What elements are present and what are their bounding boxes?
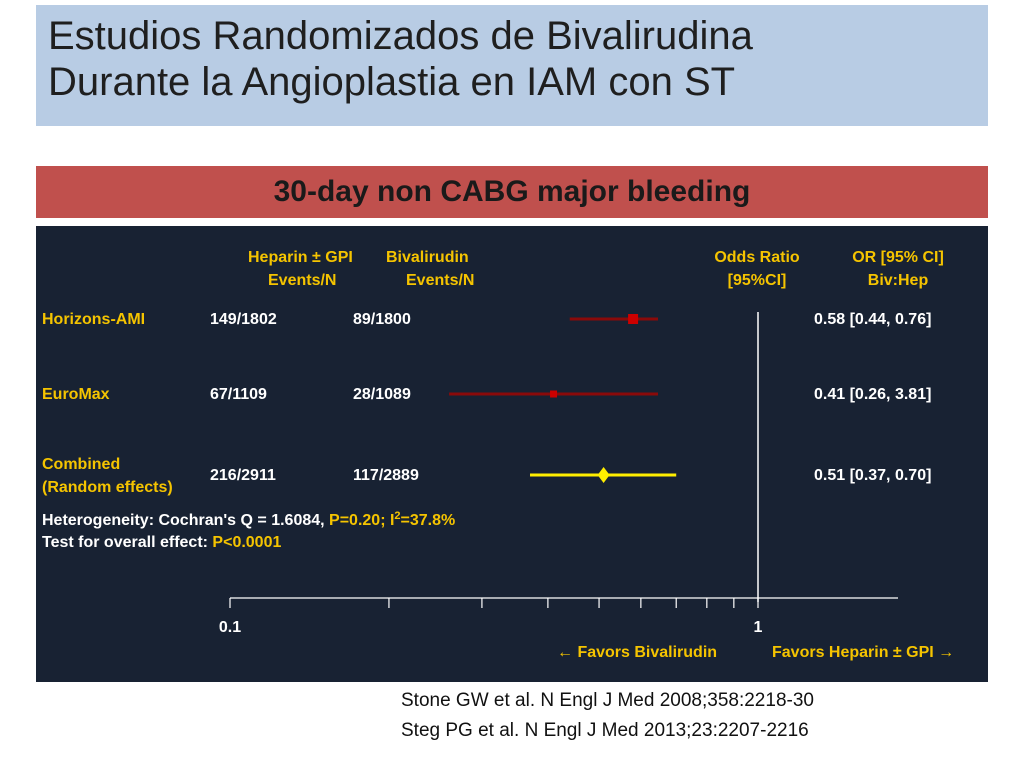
- heparin-events-2: 67/1109: [210, 386, 267, 403]
- header-heparin-line-1: Heparin ± GPI: [248, 249, 353, 266]
- point-estimate-1: [628, 314, 639, 324]
- heparin-events-3: 216/2911: [210, 467, 276, 484]
- header-odds-ratio-line-1: Odds Ratio: [714, 249, 800, 266]
- heterogeneity-text: Heterogeneity: Cochran's Q = 1.6084, P=0…: [42, 510, 455, 529]
- point-estimate-2: [550, 390, 558, 398]
- header-heparin-line-2: Events/N: [268, 272, 336, 289]
- favors-left-label: ← Favors Bivalirudin: [557, 644, 717, 661]
- x-tick-label-2: 1: [754, 619, 763, 636]
- combined-diamond: [597, 467, 610, 483]
- or-ci-text-1: 0.58 [0.44, 0.76]: [814, 311, 931, 328]
- study-name-3-line-1: Combined: [42, 456, 120, 473]
- study-name-3-line-2: (Random effects): [42, 479, 173, 496]
- overall-effect-text: Test for overall effect: P<0.0001: [42, 534, 281, 551]
- header-or-ci-line-2: Biv:Hep: [868, 272, 929, 289]
- study-name-1-line-1: Horizons-AMI: [42, 311, 145, 328]
- forest-plot: Heparin ± GPI Events/N Bivalirudin Events/N…: [42, 249, 954, 661]
- slide-title-line-2: Durante la Angioplastia en IAM con ST: [48, 60, 736, 104]
- reference-1: Stone GW et al. N Engl J Med 2008;358:22…: [401, 690, 814, 711]
- bivalirudin-events-3: 117/2889: [353, 467, 419, 484]
- or-ci-text-2: 0.41 [0.26, 3.81]: [814, 386, 931, 403]
- favors-right-label: Favors Heparin ± GPI →: [772, 644, 954, 661]
- or-ci-text-3: 0.51 [0.37, 0.70]: [814, 467, 931, 484]
- slide-title-line-1: Estudios Randomizados de Bivalirudina: [48, 14, 753, 58]
- study-name-2-line-1: EuroMax: [42, 386, 110, 403]
- reference-2: Steg PG et al. N Engl J Med 2013;23:2207…: [401, 720, 809, 741]
- header-bivalirudin-line-1: Bivalirudin: [386, 249, 469, 266]
- bivalirudin-events-2: 28/1089: [353, 386, 411, 403]
- chart-subtitle: 30-day non CABG major bleeding: [273, 175, 751, 208]
- x-tick-label-1: 0.1: [219, 619, 241, 636]
- forest-plot-panel: Heparin ± GPI Events/N Bivalirudin Events/N…: [36, 226, 988, 682]
- bivalirudin-events-1: 89/1800: [353, 311, 411, 328]
- header-or-ci-line-1: OR [95% CI]: [852, 249, 944, 266]
- heparin-events-1: 149/1802: [210, 311, 277, 328]
- title-box: Estudios Randomizados de Bivalirudina Du…: [36, 5, 988, 126]
- header-odds-ratio-line-2: [95%CI]: [728, 272, 787, 289]
- subtitle-bar: 30-day non CABG major bleeding: [36, 166, 988, 218]
- header-bivalirudin-line-2: Events/N: [406, 272, 474, 289]
